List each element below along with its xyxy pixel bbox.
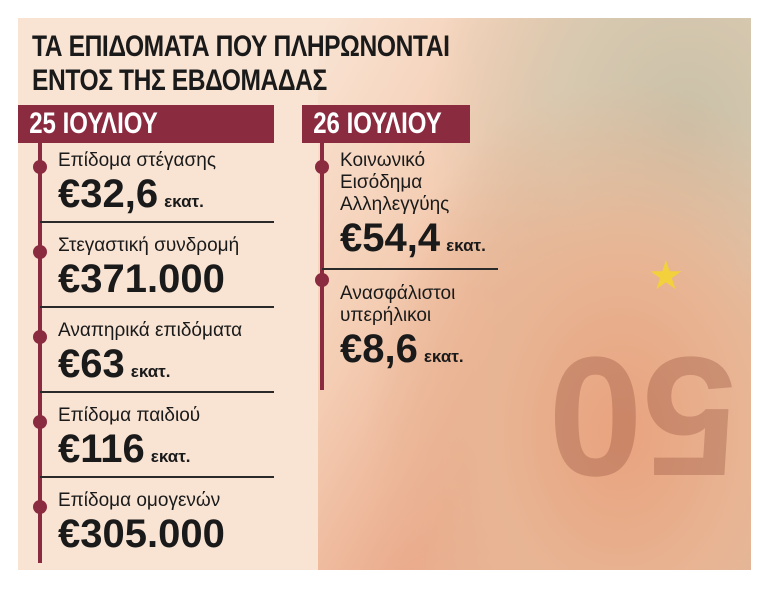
benefit-item: Επίδομα στέγασης €32,6 εκατ.	[58, 150, 216, 224]
timeline-dot	[33, 330, 47, 344]
banknote-denomination: 50	[548, 321, 738, 511]
star-icon: ★	[648, 254, 684, 298]
amount: €32,6	[58, 172, 159, 216]
unit: εκατ.	[446, 236, 486, 255]
benefit-label: Αναπηρικά επιδόματα	[58, 320, 243, 341]
date-label: 25 ΙΟΥΛΙΟΥ	[29, 107, 158, 140]
benefit-item: Ανασφάλιστοι υπερήλικοι €8,6 εκατ.	[340, 283, 480, 379]
benefit-label: Επίδομα παιδιού	[58, 405, 201, 426]
title-line-1: ΤΑ ΕΠΙΔΟΜΑΤΑ ΠΟΥ ΠΛΗΡΩΝΟΝΤΑΙ	[32, 30, 450, 63]
benefit-amount: €63 εκατ.	[58, 342, 242, 394]
timeline-dot	[315, 273, 329, 287]
benefit-amount: €8,6 εκατ.	[340, 327, 480, 379]
benefit-item: Επίδομα ομογενών €305.000	[58, 490, 231, 564]
benefit-amount: €371.000	[58, 257, 239, 309]
date-header-26: 26 ΙΟΥΛΙΟΥ	[302, 105, 470, 143]
benefit-amount: €116 εκατ.	[58, 427, 200, 479]
timeline-dot	[33, 415, 47, 429]
benefit-amount: €54,4 εκατ.	[340, 216, 486, 268]
divider	[40, 306, 274, 308]
amount: €305.000	[58, 512, 225, 556]
benefit-item: Αναπηρικά επιδόματα €63 εκατ.	[58, 320, 242, 394]
timeline-dot	[33, 500, 47, 514]
timeline-line	[38, 143, 42, 563]
page-title: ΤΑ ΕΠΙΔΟΜΑΤΑ ΠΟΥ ΠΛΗΡΩΝΟΝΤΑΙ ΕΝΤΟΣ ΤΗΣ Ε…	[32, 30, 450, 98]
benefit-amount: €32,6 εκατ.	[58, 172, 216, 224]
benefit-label: Κοινωνικό Εισόδημα Αλληλεγγύης	[340, 150, 450, 215]
date-header-25: 25 ΙΟΥΛΙΟΥ	[18, 105, 274, 143]
infographic-panel: 50 ★ ΤΑ ΕΠΙΔΟΜΑΤΑ ΠΟΥ ΠΛΗΡΩΝΟΝΤΑΙ ΕΝΤΟΣ …	[18, 18, 751, 570]
benefit-label: Στεγαστική συνδρομή	[58, 235, 240, 256]
timeline-dot	[315, 160, 329, 174]
divider	[40, 221, 274, 223]
unit: εκατ.	[423, 347, 464, 366]
divider	[40, 391, 274, 393]
unit: εκατ.	[164, 192, 204, 211]
amount: €54,4	[340, 216, 441, 260]
unit: εκατ.	[150, 447, 191, 466]
benefit-item: Στεγαστική συνδρομή €371.000	[58, 235, 239, 309]
date-label: 26 ΙΟΥΛΙΟΥ	[313, 107, 442, 140]
timeline-dot	[33, 160, 47, 174]
benefit-item: Κοινωνικό Εισόδημα Αλληλεγγύης €54,4 εκατ…	[340, 150, 486, 268]
unit: εκατ.	[130, 362, 171, 381]
title-line-2: ΕΝΤΟΣ ΤΗΣ ΕΒΔΟΜΑΔΑΣ	[32, 64, 327, 97]
benefit-label: Επίδομα ομογενών	[58, 490, 221, 511]
divider	[40, 476, 274, 478]
amount: €116	[58, 427, 145, 471]
amount: €63	[58, 342, 125, 386]
benefit-label: Ανασφάλιστοι υπερήλικοι	[340, 283, 456, 326]
amount: €8,6	[340, 327, 418, 371]
benefit-item: Επίδομα παιδιού €116 εκατ.	[58, 405, 200, 479]
divider	[322, 268, 498, 270]
timeline-dot	[33, 245, 47, 259]
amount: €371.000	[58, 257, 225, 301]
benefit-label: Επίδομα στέγασης	[58, 150, 216, 171]
benefit-amount: €305.000	[58, 512, 231, 564]
timeline-line	[320, 143, 324, 390]
